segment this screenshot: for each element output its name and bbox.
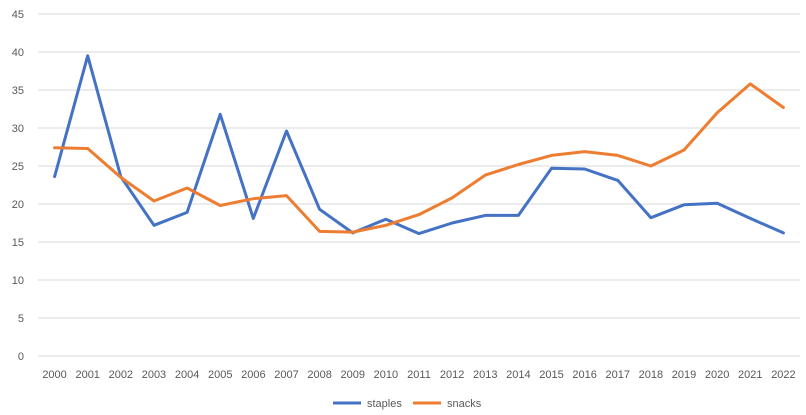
x-tick-label: 2000: [42, 369, 66, 381]
x-tick-label: 2002: [109, 369, 133, 381]
series-line-snacks: [53, 82, 785, 234]
legend: staples snacks: [333, 398, 482, 410]
y-tick-label: 45: [12, 9, 24, 21]
series-line-staples: [53, 54, 785, 236]
gridlines: [38, 13, 800, 357]
x-tick-label: 2010: [374, 369, 398, 381]
legend-label-snacks: snacks: [447, 398, 482, 410]
x-axis-ticks: 2000 2001 2002 2003 2004 2005 2006 2007 2008 2009…: [42, 369, 795, 381]
y-tick-label: 5: [18, 313, 24, 325]
x-tick-label: 2004: [175, 369, 199, 381]
x-tick-label: 2007: [274, 369, 298, 381]
y-tick-label: 40: [12, 47, 24, 59]
x-tick-label: 2014: [506, 369, 530, 381]
x-tick-label: 2021: [738, 369, 762, 381]
y-tick-label: 30: [12, 123, 24, 135]
y-tick-label: 15: [12, 237, 24, 249]
x-tick-label: 2006: [241, 369, 265, 381]
y-tick-label: 35: [12, 85, 24, 97]
y-tick-label: 20: [12, 199, 24, 211]
x-tick-label: 2008: [307, 369, 331, 381]
series-lines: [53, 54, 785, 236]
x-tick-label: 2005: [208, 369, 232, 381]
legend-label-staples: staples: [367, 398, 402, 410]
x-tick-label: 2019: [672, 369, 696, 381]
x-tick-label: 2009: [340, 369, 364, 381]
x-tick-label: 2013: [473, 369, 497, 381]
y-tick-label: 25: [12, 161, 24, 173]
x-tick-label: 2022: [771, 369, 795, 381]
x-tick-label: 2011: [407, 369, 431, 381]
x-tick-label: 2020: [705, 369, 729, 381]
x-tick-label: 2017: [606, 369, 630, 381]
x-tick-label: 2015: [539, 369, 563, 381]
x-tick-label: 2003: [142, 369, 166, 381]
y-tick-label: 10: [12, 275, 24, 287]
y-axis-ticks: 0 5 10 15 20 25 30 35 40 45: [12, 9, 24, 363]
x-tick-label: 2018: [639, 369, 663, 381]
y-tick-label: 0: [18, 351, 24, 363]
x-tick-label: 2001: [75, 369, 99, 381]
x-tick-label: 2016: [572, 369, 596, 381]
x-tick-label: 2012: [440, 369, 464, 381]
